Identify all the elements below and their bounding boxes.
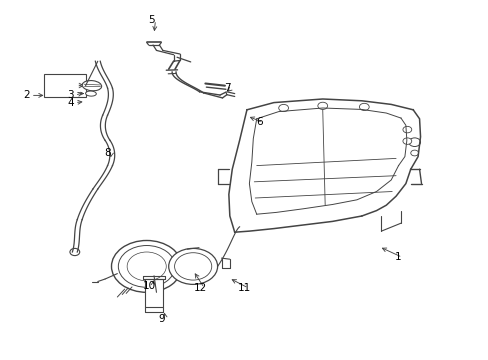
Circle shape	[278, 104, 288, 112]
Text: 11: 11	[237, 283, 251, 293]
Text: 6: 6	[255, 117, 262, 127]
Text: 2: 2	[23, 90, 30, 100]
Bar	[144, 279, 163, 307]
Bar	[44, 74, 85, 97]
Circle shape	[111, 240, 182, 292]
Circle shape	[408, 138, 420, 147]
Circle shape	[118, 246, 175, 287]
Circle shape	[410, 150, 418, 156]
Circle shape	[359, 103, 368, 111]
Text: 1: 1	[394, 252, 401, 262]
Circle shape	[174, 253, 211, 280]
Circle shape	[402, 126, 411, 133]
Ellipse shape	[85, 91, 96, 96]
Text: 10: 10	[142, 281, 155, 291]
Text: 7: 7	[224, 83, 230, 93]
Text: 8: 8	[104, 148, 111, 158]
Text: 9: 9	[158, 314, 164, 324]
Circle shape	[317, 102, 327, 109]
Circle shape	[127, 252, 166, 281]
Circle shape	[70, 248, 80, 256]
Text: 5: 5	[148, 15, 155, 25]
Text: 12: 12	[193, 283, 207, 293]
Circle shape	[168, 248, 217, 284]
Circle shape	[402, 138, 411, 144]
Ellipse shape	[82, 81, 102, 91]
Text: 4: 4	[67, 98, 74, 108]
Text: 3: 3	[67, 90, 74, 100]
